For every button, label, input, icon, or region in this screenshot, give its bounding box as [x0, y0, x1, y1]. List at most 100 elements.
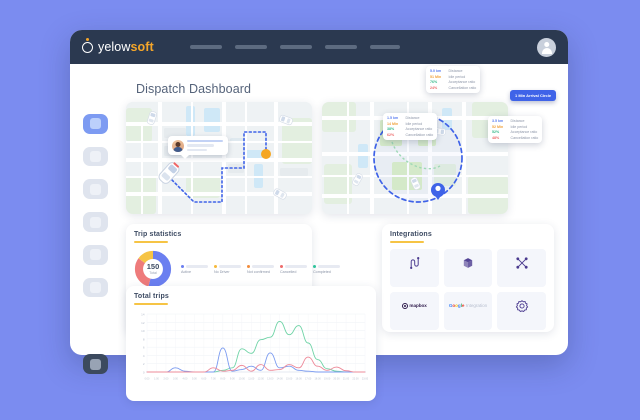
car-marker-selected[interactable]	[156, 160, 182, 186]
google-label-rest: Integration	[465, 303, 488, 308]
sidebar-item-2[interactable]	[82, 146, 108, 167]
stat-card-top[interactable]: 5.0 km Distance 51 Min Idle period 76% A…	[426, 66, 481, 93]
driver-name-placeholder	[187, 139, 223, 143]
car-marker-top-right[interactable]	[278, 112, 294, 128]
svg-text:7:00: 7:00	[211, 378, 216, 381]
nav-item-5[interactable]	[369, 45, 400, 49]
legend-dot-icon	[214, 264, 217, 268]
popup-pointer-icon	[181, 154, 189, 159]
dispatch-map-left[interactable]	[126, 102, 312, 214]
stat-row: 14 Min Idle period	[387, 122, 433, 126]
integrations-title: Integrations	[390, 231, 432, 238]
donut-total-label: Total	[149, 271, 157, 276]
svg-text:22:00: 22:00	[352, 378, 359, 381]
legend-item-active[interactable]: Active	[181, 264, 208, 274]
car-marker-right-b[interactable]	[408, 176, 423, 191]
svg-text:21:00: 21:00	[343, 378, 350, 381]
sidebar-item-4[interactable]	[82, 212, 108, 232]
app-logo[interactable]: yelowsoft	[82, 37, 154, 54]
mapbox-logo-icon: mapbox	[401, 297, 427, 314]
svg-text:5:00: 5:00	[192, 378, 197, 381]
sidebar-item-1[interactable]	[82, 114, 108, 134]
legend-bar-placeholder	[285, 264, 307, 268]
svg-text:2: 2	[143, 362, 145, 366]
sidebar-item-settings[interactable]	[82, 354, 108, 375]
driver-avatar	[171, 139, 184, 152]
stat-value: 52%	[492, 130, 500, 135]
nav-item-4[interactable]	[324, 45, 357, 49]
legend-label: Not confirmed	[247, 269, 270, 274]
driver-info-lines	[187, 139, 223, 152]
sidebar-icon-settings	[89, 358, 101, 370]
legend-item-completed[interactable]: Completed	[313, 264, 340, 274]
svg-text:17:00: 17:00	[305, 378, 312, 381]
user-avatar[interactable]	[537, 37, 556, 57]
stat-label: Acceptance ratio	[510, 130, 538, 135]
network-nodes-icon	[515, 254, 529, 271]
app-body: Dispatch Dashboard	[70, 64, 568, 401]
nav-item-1[interactable]	[189, 45, 222, 49]
arrival-circle-map[interactable]	[322, 102, 508, 214]
svg-text:0:00: 0:00	[145, 378, 150, 381]
svg-text:2:00: 2:00	[164, 378, 169, 381]
total-trips-line-chart[interactable]: 0 2 4 6 8 10 12 14 0:00 1:00 2:00 3:00 4:00 5:00 6:00 7…	[134, 311, 368, 383]
stat-value: 3.5 km	[492, 119, 504, 123]
nav-item-3[interactable]	[279, 45, 312, 49]
integration-card-network[interactable]	[497, 249, 546, 287]
stat-row: 51 Min Idle period	[430, 75, 476, 79]
sidebar-item-3[interactable]	[82, 179, 108, 200]
trip-statistics-title: Trip statistics	[134, 231, 182, 238]
car-marker-right-a[interactable]	[350, 172, 365, 187]
legend-label: No Driver	[214, 269, 230, 274]
integration-card-gear[interactable]	[497, 292, 546, 330]
integration-card-blocks[interactable]	[443, 249, 493, 287]
stat-card-left[interactable]: 1.5 km Distance 14 Min Idle period 38% A…	[383, 113, 438, 140]
sidebar-icon-2	[89, 151, 101, 163]
stat-row: 24% Cancellation ratio	[430, 86, 476, 90]
integration-card-mapbox[interactable]: mapbox	[390, 292, 439, 330]
svg-text:14:00: 14:00	[277, 378, 284, 381]
integrations-card: Integrations	[382, 224, 554, 332]
stat-row: 76% Acceptance ratio	[430, 80, 476, 84]
sidebar-icon-4	[89, 216, 101, 228]
legend-label: Active	[181, 269, 192, 274]
stat-label: Distance	[510, 119, 525, 123]
legend-item-not-confirmed[interactable]: Not confirmed	[247, 264, 274, 274]
stat-value: 38%	[387, 127, 395, 132]
stat-value: 52 Min	[492, 124, 504, 129]
car-marker-top-left[interactable]	[144, 110, 160, 126]
sidebar-item-6[interactable]	[82, 277, 108, 298]
stat-row: 52% Acceptance ratio	[492, 130, 538, 134]
svg-text:12:00: 12:00	[258, 378, 265, 381]
sidebar-icon-3	[89, 183, 101, 195]
stat-value: 14 Min	[387, 121, 399, 126]
svg-text:1:00: 1:00	[154, 378, 159, 381]
nav-item-2[interactable]	[234, 45, 267, 49]
route-path-icon	[407, 254, 421, 271]
sidebar-item-5[interactable]	[82, 244, 108, 265]
legend-item-no-driver[interactable]: No Driver	[214, 264, 241, 274]
destination-pin-icon	[431, 183, 445, 200]
stat-row: 62% Cancellation ratio	[387, 133, 433, 137]
svg-text:13:00: 13:00	[267, 378, 274, 381]
car-marker-bottom-right[interactable]	[272, 186, 288, 202]
stat-value: 51 Min	[430, 74, 442, 79]
stat-label: Cancellation ratio	[448, 85, 477, 90]
svg-text:8:00: 8:00	[220, 378, 225, 381]
driver-info-popup[interactable]	[168, 136, 228, 159]
stat-label: Acceptance ratio	[448, 80, 476, 85]
svg-text:15:00: 15:00	[286, 378, 293, 381]
stat-value: 48%	[492, 135, 500, 140]
trip-donut-chart[interactable]: 150 Total	[134, 250, 172, 288]
avatar-head-icon	[543, 41, 550, 47]
stat-label: Cancellation ratio	[405, 132, 434, 137]
title-underline	[390, 241, 424, 243]
logo-text: yelowsoft	[98, 40, 154, 54]
arrival-circle-badge[interactable]: 1 Min Arrival Circle	[510, 90, 557, 101]
legend-item-cancelled[interactable]: Cancelled	[280, 264, 307, 274]
app-window: yelowsoft Dispatch Dashboard	[70, 30, 568, 401]
integration-card-route[interactable]	[390, 249, 439, 287]
stat-label: Acceptance ratio	[405, 127, 433, 132]
stat-card-right[interactable]: 3.5 km Distance 52 Min Idle period 52% A…	[488, 116, 543, 143]
